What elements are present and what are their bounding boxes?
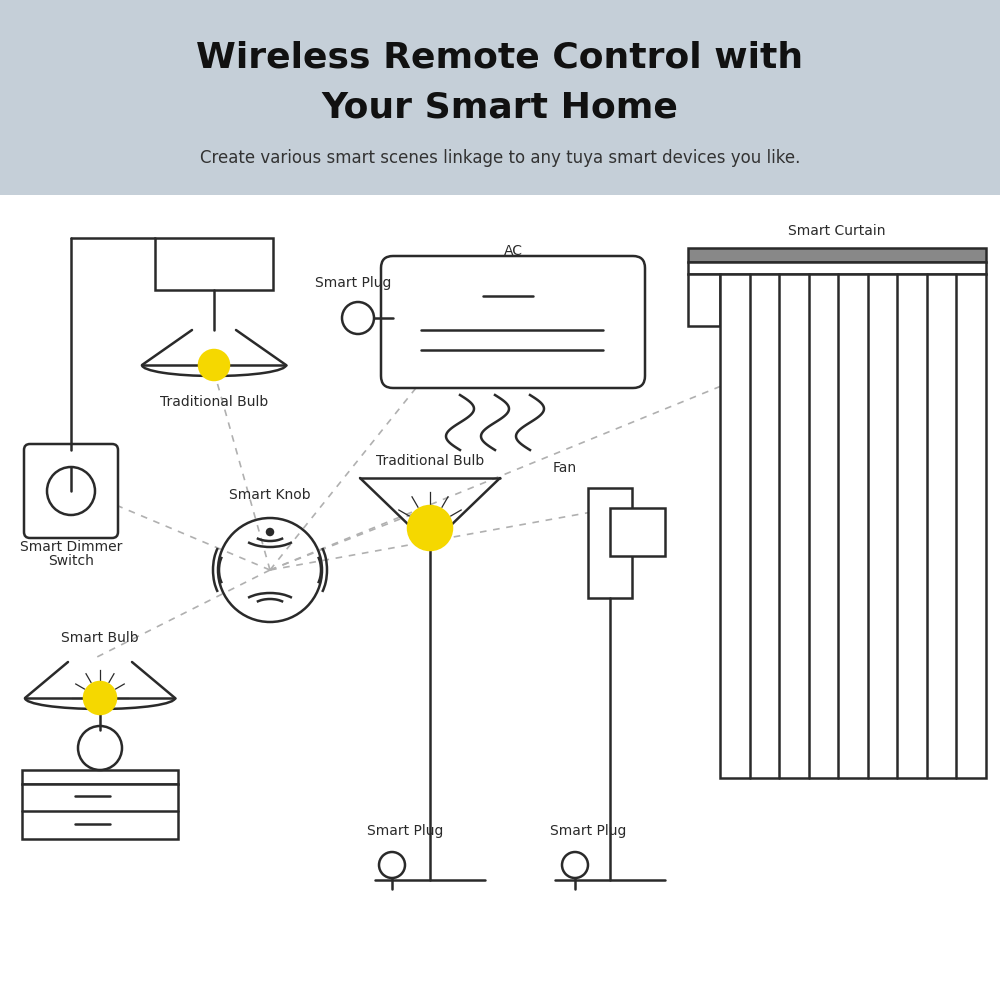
Text: Traditional Bulb: Traditional Bulb <box>376 454 484 468</box>
Circle shape <box>84 682 116 714</box>
Bar <box>688 248 986 262</box>
Text: AC: AC <box>504 244 522 258</box>
Text: Smart Plug: Smart Plug <box>367 824 443 838</box>
Text: Smart Curtain: Smart Curtain <box>788 224 886 238</box>
Text: Switch: Switch <box>48 554 94 568</box>
Text: Smart Plug: Smart Plug <box>315 276 391 290</box>
Text: Smart Dimmer: Smart Dimmer <box>20 540 122 554</box>
FancyBboxPatch shape <box>381 256 645 388</box>
Text: Your Smart Home: Your Smart Home <box>322 91 678 125</box>
Text: Traditional Bulb: Traditional Bulb <box>160 395 268 409</box>
Circle shape <box>267 529 273 535</box>
FancyBboxPatch shape <box>24 444 118 538</box>
Text: Fan: Fan <box>553 461 577 475</box>
Bar <box>0 0 1000 195</box>
Text: Wireless Remote Control with: Wireless Remote Control with <box>196 41 804 75</box>
Bar <box>22 770 178 784</box>
Circle shape <box>408 506 452 550</box>
Text: Smart Bulb: Smart Bulb <box>61 631 139 645</box>
Text: Smart Plug: Smart Plug <box>550 824 626 838</box>
Bar <box>588 488 632 598</box>
Bar <box>155 238 273 290</box>
Bar <box>22 784 178 839</box>
Bar <box>610 508 665 556</box>
Bar <box>688 274 720 326</box>
Text: Smart Knob: Smart Knob <box>229 488 311 502</box>
Bar <box>688 262 986 274</box>
Circle shape <box>199 350 229 380</box>
Text: Create various smart scenes linkage to any tuya smart devices you like.: Create various smart scenes linkage to a… <box>200 149 800 167</box>
Bar <box>720 274 986 778</box>
